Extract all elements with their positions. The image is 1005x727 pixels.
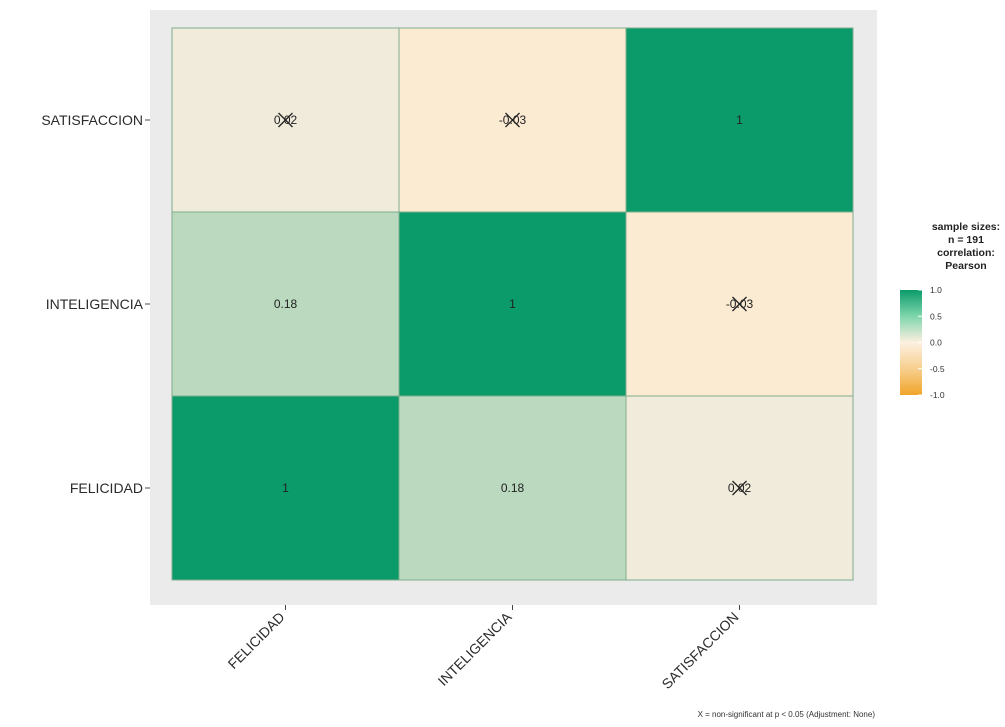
non-significant-cross-mark [732, 480, 747, 496]
legend-title-line: sample sizes: [932, 221, 1000, 233]
legend-tick-label: -1.0 [930, 390, 945, 400]
y-tick-label: INTELIGENCIA [46, 296, 144, 312]
legend-tick-label: 0.0 [930, 338, 942, 348]
non-significant-cross-mark [732, 296, 747, 312]
x-axis-ticks: FELICIDAD INTELIGENCIA SATISFACCION [225, 605, 742, 692]
heatmap-cell-rect [171, 395, 400, 581]
legend-tick-label: -0.5 [930, 364, 945, 374]
heatmap-cell: 0.18 [398, 395, 627, 581]
heatmap-cell: 1 [625, 27, 854, 213]
heatmap-cell-rect [398, 395, 627, 581]
cell-value-label: 0.18 [274, 297, 298, 311]
y-tick-label: SATISFACCION [41, 112, 143, 128]
legend-tick-label: 0.5 [930, 311, 942, 321]
legend-title-line: n = 191 [948, 234, 984, 246]
heatmap-cell: 0.02 [625, 395, 854, 581]
heatmap-cell: -0.03 [625, 211, 854, 397]
heatmap-cell-rect [625, 27, 854, 213]
x-tick-label: SATISFACCION [658, 609, 741, 692]
cell-value-label: 1 [736, 113, 743, 127]
x-tick-label: INTELIGENCIA [435, 608, 516, 689]
non-significant-cross-mark [505, 112, 520, 128]
heatmap-cells: 0.02 -0.03 10.18 1 -0.031 0.18 0.02 [171, 27, 854, 581]
heatmap-cell: 0.18 [171, 211, 400, 397]
cell-value-label: 1 [282, 481, 289, 495]
x-tick-label: FELICIDAD [225, 609, 288, 672]
heatmap-cell: -0.03 [398, 27, 627, 213]
cell-value-label: 1 [509, 297, 516, 311]
heatmap-cell: 1 [398, 211, 627, 397]
heatmap-cell-rect [398, 211, 627, 397]
legend-title-line: Pearson [945, 260, 986, 272]
legend-tick-label: 1.0 [930, 285, 942, 295]
heatmap-cell: 0.02 [171, 27, 400, 213]
legend-title-line: correlation: [937, 247, 995, 259]
heatmap-cell: 1 [171, 395, 400, 581]
y-tick-label: FELICIDAD [70, 480, 143, 496]
significance-caption: X = non-significant at p < 0.05 (Adjustm… [698, 710, 876, 719]
heatmap-cell-rect [171, 211, 400, 397]
non-significant-cross-mark [278, 112, 293, 128]
cell-value-label: 0.18 [501, 481, 525, 495]
y-axis-ticks: SATISFACCION INTELIGENCIA FELICIDAD [41, 112, 150, 496]
legend-colorbar [900, 290, 922, 395]
